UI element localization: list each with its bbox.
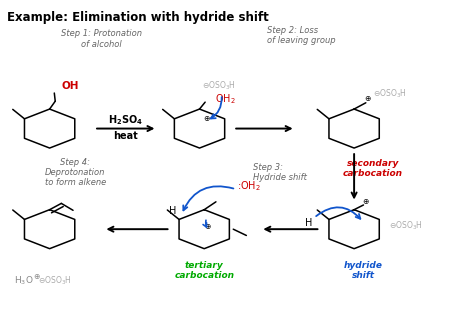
Text: H: H [169, 206, 177, 216]
Text: Example: Elimination with hydride shift: Example: Elimination with hydride shift [8, 11, 269, 24]
Text: hydride
shift: hydride shift [344, 261, 383, 280]
Text: H$_3$O: H$_3$O [15, 275, 34, 287]
Text: $\oplus$: $\oplus$ [33, 272, 41, 281]
Text: $\oplus$: $\oplus$ [204, 222, 212, 231]
Text: secondary
carbocation: secondary carbocation [343, 159, 403, 178]
Text: Step 3:
Hydride shift: Step 3: Hydride shift [254, 163, 307, 182]
Text: tertiary
carbocation: tertiary carbocation [174, 261, 234, 280]
Text: :OH$_2$: :OH$_2$ [237, 179, 261, 193]
Text: OH$_2$: OH$_2$ [216, 92, 236, 106]
Text: $\ominus$OSO$_3$H: $\ominus$OSO$_3$H [373, 87, 407, 100]
Text: $\oplus$: $\oplus$ [362, 197, 370, 206]
Text: $\ominus$OSO$_3$H: $\ominus$OSO$_3$H [38, 275, 72, 287]
Text: heat: heat [114, 131, 138, 141]
Text: Step 2: Loss
of leaving group: Step 2: Loss of leaving group [267, 26, 336, 45]
Text: $\ominus$OSO$_3$H: $\ominus$OSO$_3$H [389, 220, 423, 232]
Text: Step 4:
Deprotonation
to form alkene: Step 4: Deprotonation to form alkene [45, 158, 106, 188]
Text: OH: OH [61, 81, 79, 91]
Text: Step 1: Protonation
of alcohol: Step 1: Protonation of alcohol [61, 29, 142, 49]
Text: $\mathbf{H_2SO_4}$: $\mathbf{H_2SO_4}$ [109, 114, 144, 127]
Text: $\oplus$: $\oplus$ [203, 114, 210, 123]
Text: H: H [305, 218, 312, 228]
Text: $\oplus$: $\oplus$ [365, 94, 372, 103]
Text: $\ominus$OSO$_3$H: $\ominus$OSO$_3$H [202, 79, 236, 92]
